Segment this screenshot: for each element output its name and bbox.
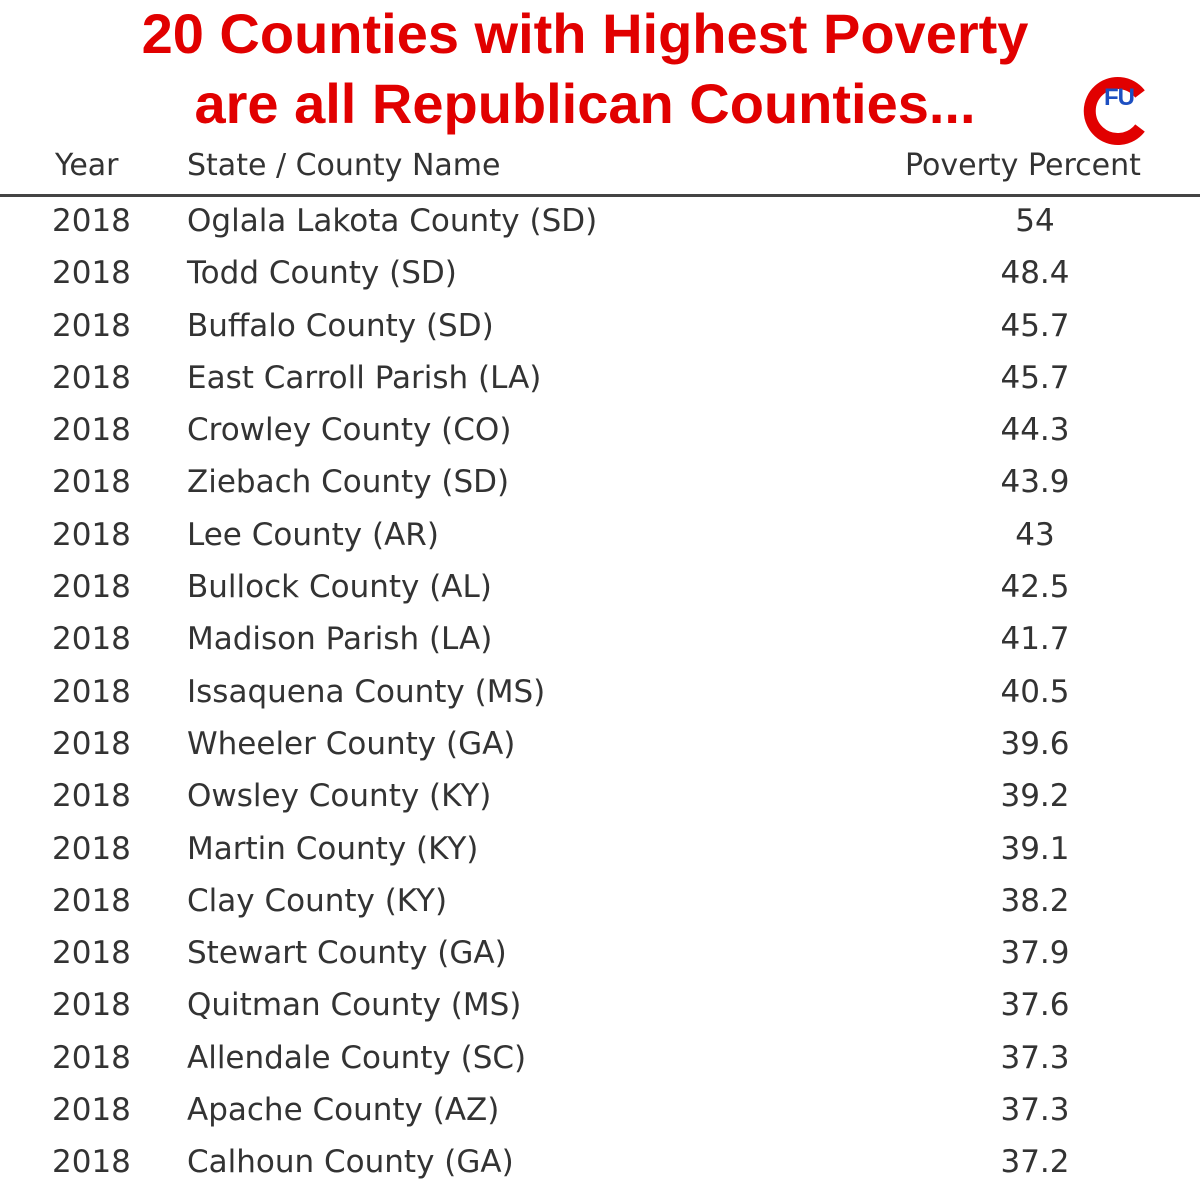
logo-text: FU [1104,84,1135,111]
row-year: 2018 [52,1039,131,1076]
table-row: 2018 Martin County (KY) 39.1 [0,825,1200,877]
row-year: 2018 [52,778,131,815]
table-row: 2018 East Carroll Parish (LA) 45.7 [0,354,1200,406]
row-year: 2018 [52,1092,131,1129]
row-year: 2018 [52,830,131,867]
row-poverty-percent: 42.5 [1000,569,1070,606]
row-county-name: Todd County (SD) [187,255,457,292]
row-year: 2018 [52,359,131,396]
row-poverty-percent: 37.9 [1000,935,1070,972]
row-poverty-percent: 40.5 [1000,673,1070,710]
row-county-name: Madison Parish (LA) [187,621,493,658]
row-county-name: Wheeler County (GA) [187,725,516,762]
table-row: 2018 Wheeler County (GA) 39.6 [0,720,1200,772]
row-poverty-percent: 43.9 [1000,464,1070,501]
row-year: 2018 [52,307,131,344]
row-county-name: Calhoun County (GA) [187,1144,514,1181]
row-county-name: Apache County (AZ) [187,1092,500,1129]
row-poverty-percent: 45.7 [1000,359,1070,396]
table-row: 2018 Stewart County (GA) 37.9 [0,929,1200,981]
row-year: 2018 [52,673,131,710]
row-poverty-percent: 43 [1015,516,1055,553]
row-poverty-percent: 39.6 [1000,725,1070,762]
row-poverty-percent: 39.2 [1000,778,1070,815]
row-county-name: Oglala Lakota County (SD) [187,203,598,239]
header-percent: Poverty Percent [905,148,1141,183]
table-body: 2018 Oglala Lakota County (SD) 54 2018 Todd … [0,197,1200,1191]
table-row: 2018 Lee County (AR) 43 [0,511,1200,563]
row-county-name: Crowley County (CO) [187,412,512,449]
row-year: 2018 [52,412,131,449]
row-year: 2018 [52,935,131,972]
row-county-name: Lee County (AR) [187,516,439,553]
row-poverty-percent: 44.3 [1000,412,1070,449]
table-row: 2018 Clay County (KY) 38.2 [0,877,1200,929]
table-row: 2018 Bullock County (AL) 42.5 [0,563,1200,615]
header-name: State / County Name [187,148,501,183]
row-poverty-percent: 37.6 [1000,987,1070,1024]
row-year: 2018 [52,987,131,1024]
row-poverty-percent: 38.2 [1000,882,1070,919]
table-row: 2018 Quitman County (MS) 37.6 [0,981,1200,1033]
row-year: 2018 [52,725,131,762]
table-row: 2018 Madison Parish (LA) 41.7 [0,615,1200,667]
row-county-name: East Carroll Parish (LA) [187,359,542,396]
logo-icon [1083,77,1145,145]
row-year: 2018 [52,255,131,292]
row-poverty-percent: 37.3 [1000,1039,1070,1076]
row-county-name: Bullock County (AL) [187,569,492,606]
row-county-name: Owsley County (KY) [187,778,492,815]
table-row: 2018 Ziebach County (SD) 43.9 [0,458,1200,510]
table-row: 2018 Apache County (AZ) 37.3 [0,1086,1200,1138]
row-county-name: Martin County (KY) [187,830,479,867]
table-row: 2018 Owsley County (KY) 39.2 [0,772,1200,824]
row-poverty-percent: 48.4 [1000,255,1070,292]
table-row: 2018 Buffalo County (SD) 45.7 [0,302,1200,354]
row-county-name: Stewart County (GA) [187,935,507,972]
row-poverty-percent: 37.2 [1000,1144,1070,1181]
row-county-name: Clay County (KY) [187,882,448,919]
row-poverty-percent: 54 [1015,203,1055,239]
row-county-name: Allendale County (SC) [187,1039,527,1076]
title-line-1: 20 Counties with Highest Poverty [141,2,1029,65]
title-line-2: are all Republican Counties... [194,72,976,135]
row-year: 2018 [52,1144,131,1181]
row-year: 2018 [52,882,131,919]
table-row: 2018 Allendale County (SC) 37.3 [0,1034,1200,1086]
table-header: Year State / County Name Poverty Percent [0,140,1200,197]
row-poverty-percent: 37.3 [1000,1092,1070,1129]
row-year: 2018 [52,516,131,553]
row-poverty-percent: 39.1 [1000,830,1070,867]
table-row: 2018 Crowley County (CO) 44.3 [0,406,1200,458]
row-county-name: Issaquena County (MS) [187,673,546,710]
table-row: 2018 Oglala Lakota County (SD) 54 [0,197,1200,249]
row-year: 2018 [52,464,131,501]
row-year: 2018 [52,203,131,239]
row-poverty-percent: 41.7 [1000,621,1070,658]
row-year: 2018 [52,621,131,658]
table-row: 2018 Issaquena County (MS) 40.5 [0,668,1200,720]
row-year: 2018 [52,569,131,606]
row-poverty-percent: 45.7 [1000,307,1070,344]
header-year: Year [55,148,119,183]
row-county-name: Quitman County (MS) [187,987,522,1024]
table-row: 2018 Todd County (SD) 48.4 [0,249,1200,301]
table-row: 2018 Calhoun County (GA) 37.2 [0,1138,1200,1190]
poverty-table: Year State / County Name Poverty Percent… [0,140,1200,1191]
row-county-name: Ziebach County (SD) [187,464,510,501]
row-county-name: Buffalo County (SD) [187,307,494,344]
